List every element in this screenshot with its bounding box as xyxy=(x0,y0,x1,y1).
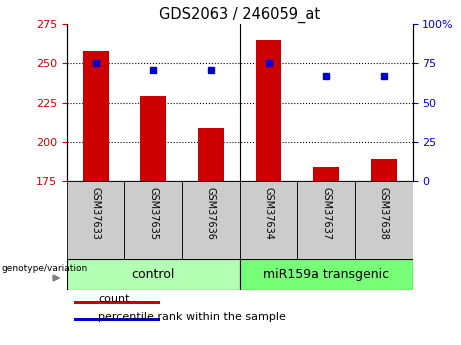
Text: GSM37633: GSM37633 xyxy=(91,187,100,240)
Text: GSM37635: GSM37635 xyxy=(148,187,158,240)
Text: GSM37636: GSM37636 xyxy=(206,187,216,240)
Bar xyxy=(240,259,413,290)
Bar xyxy=(297,181,355,259)
Bar xyxy=(182,181,240,259)
Bar xyxy=(74,301,160,304)
Text: genotype/variation: genotype/variation xyxy=(1,264,88,273)
Text: control: control xyxy=(131,268,175,281)
Bar xyxy=(371,159,397,181)
Text: GSM37637: GSM37637 xyxy=(321,187,331,240)
Text: miR159a transgenic: miR159a transgenic xyxy=(263,268,389,281)
Bar xyxy=(255,40,282,181)
Text: count: count xyxy=(98,295,130,304)
Text: GSM37638: GSM37638 xyxy=(379,187,389,240)
Bar xyxy=(313,167,339,181)
Title: GDS2063 / 246059_at: GDS2063 / 246059_at xyxy=(159,7,320,23)
Bar xyxy=(83,51,109,181)
Bar xyxy=(67,181,124,259)
Bar xyxy=(67,259,240,290)
Text: percentile rank within the sample: percentile rank within the sample xyxy=(98,312,286,322)
Bar xyxy=(74,318,160,321)
Bar xyxy=(198,128,224,181)
Bar xyxy=(240,181,297,259)
Bar xyxy=(355,181,413,259)
Bar xyxy=(124,181,182,259)
Bar xyxy=(140,96,166,181)
Text: GSM37634: GSM37634 xyxy=(264,187,273,240)
